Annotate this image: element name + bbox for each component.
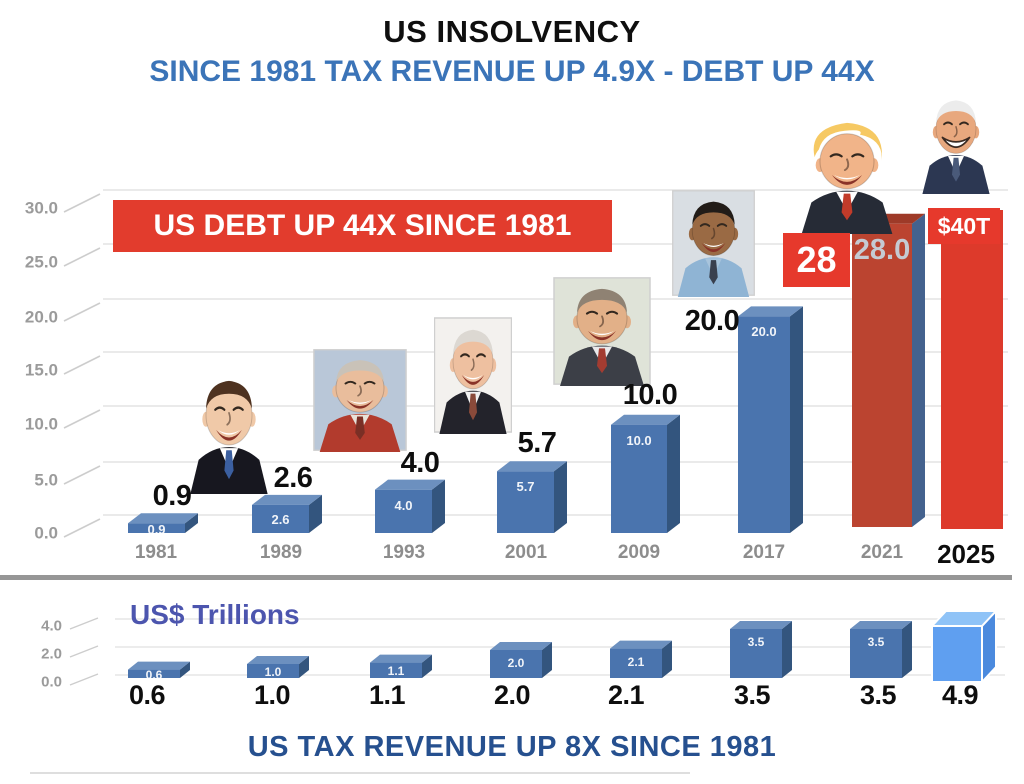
revenue-bar-1981 [128, 661, 190, 678]
debt-value-label: 20.0 [684, 305, 740, 337]
charts-divider [0, 575, 1012, 580]
debt-2021-callout: 28 [783, 233, 850, 287]
debt-year-label: 2021 [860, 542, 904, 563]
debt-year-label: 2001 [504, 542, 548, 563]
debt-bar-2017 [738, 306, 803, 533]
bush-sr-photo-icon [313, 349, 407, 452]
revenue-value-label: 4.9 [941, 680, 979, 710]
debt-year-label: 2025 [937, 539, 995, 569]
debt-value-label: 10.0 [622, 379, 678, 411]
president-figures [190, 100, 990, 494]
debt-bar-inner-value: 20.0 [751, 324, 777, 340]
reagan-caricature-icon [190, 380, 268, 494]
revenue-title: US TAX REVENUE UP 8X SINCE 1981 [247, 731, 777, 763]
bottom-rule [30, 772, 690, 774]
revenue-value-label: 3.5 [733, 680, 771, 710]
debt-bar-inner-value: 2.6 [271, 512, 290, 528]
revenue-value-label: 3.5 [859, 680, 897, 710]
debt-value-label: 4.0 [400, 447, 440, 479]
debt-bar-2021 [852, 213, 925, 527]
revenue-value-label: 2.0 [493, 680, 531, 710]
revenue-bars [128, 610, 997, 683]
debt-year-label: 1993 [382, 542, 426, 563]
revenue-bar-2009 [610, 640, 672, 678]
revenue-bar-inner-value: 3.5 [747, 635, 765, 649]
bush-jr-photo-icon [553, 277, 651, 386]
debt-bar-inner-value: 10.0 [626, 432, 652, 448]
debt-bar-2025 [941, 210, 1003, 529]
debt-y-tick: 30.0 [24, 198, 58, 218]
revenue-bar-inner-value: 2.0 [507, 656, 525, 670]
debt-value-label: 2.6 [273, 462, 313, 494]
debt-bar-inner-value: 28.0 [853, 233, 911, 266]
debt-bar-2009 [611, 414, 680, 533]
debt-bar-1989 [252, 494, 322, 533]
revenue-bar-1993 [370, 654, 432, 678]
debt-bar-inner-value: 5.7 [516, 479, 535, 495]
revenue-bar-inner-value: 1.1 [387, 664, 405, 679]
debt-value-label: 0.9 [152, 480, 192, 512]
revenue-value-label: 2.1 [607, 680, 645, 710]
debt-y-tick: 15.0 [24, 360, 58, 380]
biden-caricature-icon [922, 100, 990, 194]
debt-year-label: 1981 [134, 542, 178, 563]
revenue-y-tick: 0.0 [41, 673, 62, 691]
trump-caricature-icon [801, 122, 893, 234]
debt-bars [128, 210, 1003, 533]
revenue-bar-2017 [730, 621, 792, 678]
debt-bar-1981 [128, 513, 198, 533]
debt-bar-2001 [497, 461, 567, 533]
revenue-y-tick: 4.0 [41, 617, 62, 635]
debt-bar-1993 [375, 479, 445, 533]
debt-year-label: 1989 [259, 542, 303, 563]
revenue-bar-2001 [490, 642, 552, 678]
revenue-bar-inner-value: 3.5 [867, 635, 885, 649]
debt-year-label: 2009 [617, 542, 661, 563]
debt-y-tick: 0.0 [34, 523, 58, 543]
debt-value-label: 5.7 [517, 427, 557, 459]
revenue-value-label: 0.6 [128, 680, 166, 710]
revenue-bar-2025 [931, 610, 997, 683]
revenue-value-label: 1.0 [253, 680, 291, 710]
debt-banner: US DEBT UP 44X SINCE 1981 [113, 200, 612, 252]
debt-y-tick: 10.0 [24, 414, 58, 434]
debt-2025-callout: $40T [928, 208, 1000, 244]
revenue-y-tick: 2.0 [41, 645, 62, 663]
debt-bar-inner-value: 0.9 [147, 521, 166, 537]
debt-bar-inner-value: 4.0 [394, 497, 413, 513]
page-title: US INSOLVENCY [383, 14, 641, 49]
debt-year-label: 2017 [742, 542, 786, 563]
revenue-bar-2021 [850, 621, 912, 678]
clinton-photo-icon [434, 317, 513, 434]
obama-photo-icon [672, 190, 755, 297]
revenue-bar-inner-value: 2.1 [627, 654, 645, 669]
revenue-value-label: 1.1 [368, 680, 406, 710]
units-label: US$ Trillions [130, 599, 300, 630]
page-subtitle: SINCE 1981 TAX REVENUE UP 4.9X - DEBT UP… [149, 55, 875, 88]
revenue-bar-inner-value: 0.6 [145, 667, 163, 682]
revenue-bar-inner-value: 1.0 [264, 665, 282, 679]
revenue-bar-1989 [247, 656, 309, 678]
debt-y-tick: 5.0 [34, 470, 58, 490]
debt-y-tick: 25.0 [24, 252, 58, 272]
debt-y-tick: 20.0 [24, 307, 58, 327]
